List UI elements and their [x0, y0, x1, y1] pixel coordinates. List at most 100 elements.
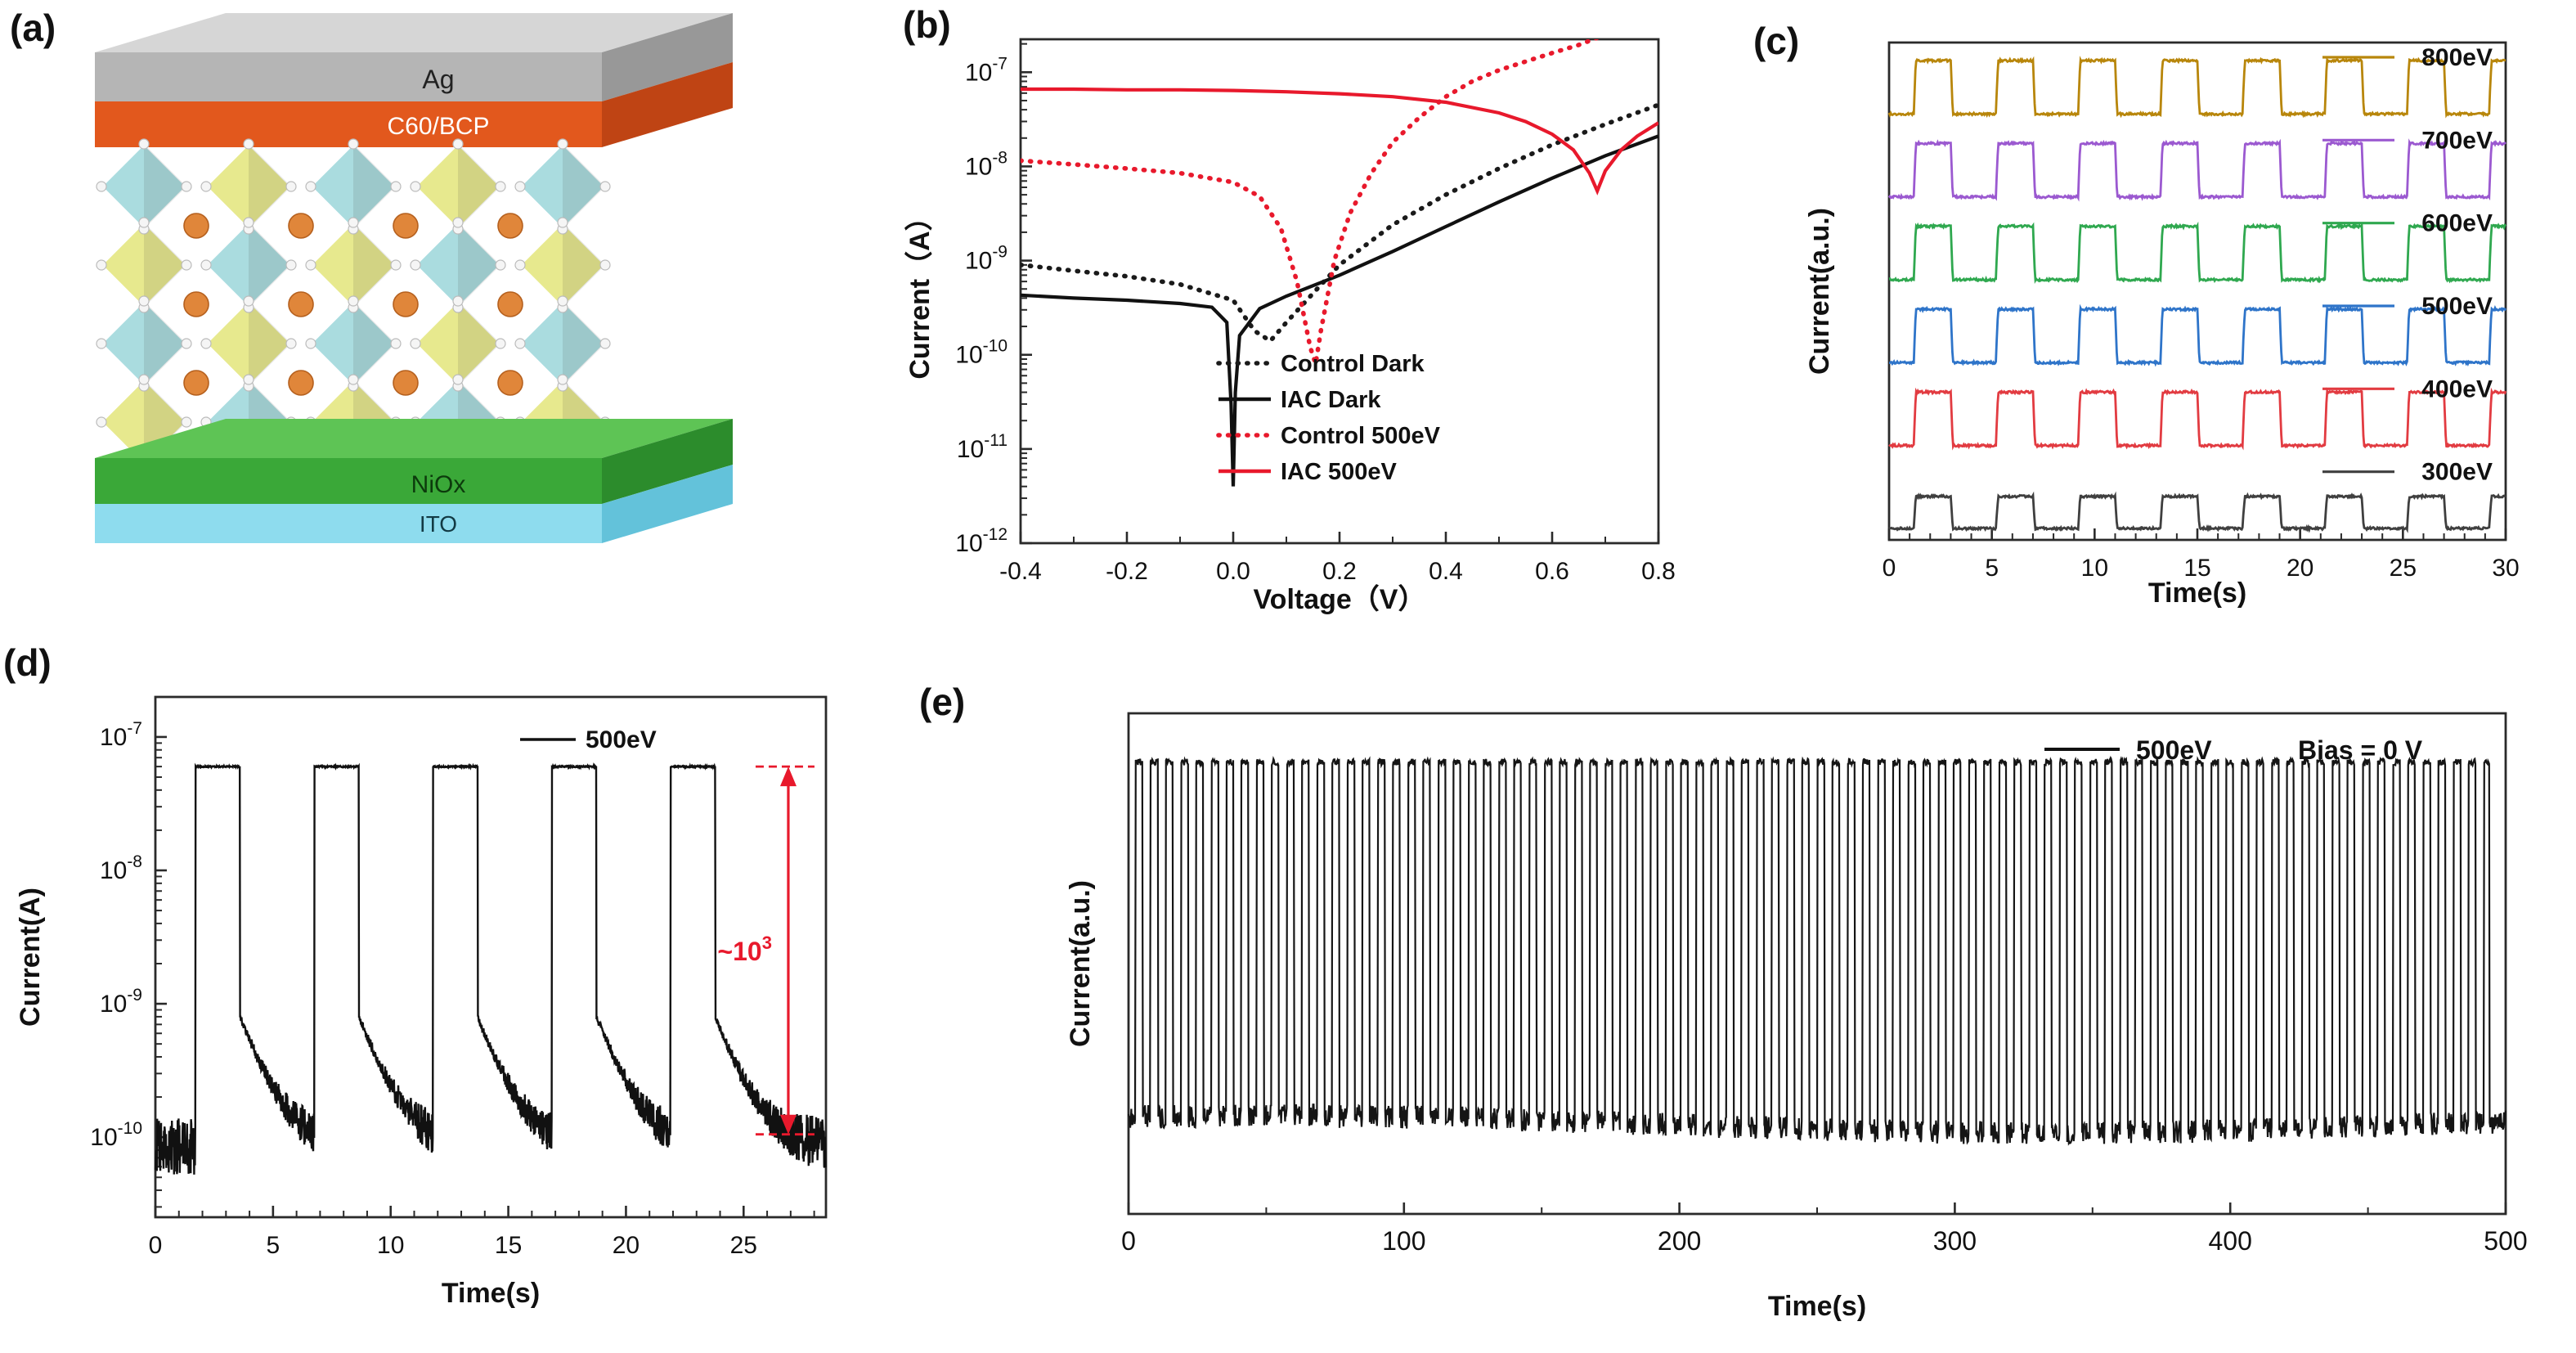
vertex-sphere	[243, 374, 254, 385]
y-tick-label: 10-10	[90, 1119, 142, 1151]
ito-layer-front	[95, 504, 602, 543]
vertex-sphere	[181, 338, 192, 349]
niox-label: NiOx	[411, 471, 466, 498]
vertex-sphere	[410, 181, 421, 192]
niox-layer-top	[95, 419, 733, 458]
vertex-sphere	[243, 217, 254, 228]
octahedron-shade	[458, 144, 500, 229]
vertex-sphere	[181, 181, 192, 192]
vertex-sphere	[599, 181, 611, 192]
legend-label: 700eV	[2421, 127, 2493, 154]
arrowhead-down	[779, 1114, 797, 1135]
y-axis-label: Current（A）	[904, 203, 936, 379]
vertex-sphere	[390, 181, 402, 192]
x-tick-label: 5	[1985, 555, 1999, 582]
x-tick-label: 100	[1382, 1226, 1425, 1256]
cation-sphere	[183, 370, 209, 396]
octahedron-shade	[563, 223, 605, 308]
vertex-sphere	[410, 259, 421, 271]
x-axis-label: Voltage（V）	[1254, 583, 1426, 615]
y-axis-label: Current(a.u.)	[1065, 880, 1096, 1047]
x-tick-label: 300	[1933, 1226, 1977, 1256]
panel-b-label: (b)	[903, 3, 951, 46]
cation-sphere	[183, 213, 209, 239]
cation-sphere	[183, 291, 209, 317]
legend-label: IAC 500eV	[1281, 459, 1398, 485]
vertex-sphere	[410, 338, 421, 349]
c60-bcp-layer-side	[602, 62, 733, 147]
vertex-sphere	[452, 295, 464, 307]
octahedron-shade	[563, 144, 605, 229]
vertex-sphere	[452, 138, 464, 150]
x-tick-label: 15	[495, 1232, 522, 1259]
ito-label: ITO	[420, 511, 457, 537]
cation-sphere	[393, 370, 419, 396]
legend-label: 500eV	[2421, 293, 2493, 320]
panel-d-chart: 0 5 10 15 20 25 10-10 10-9 10-8 10-7 500eV ~103 Time…	[15, 695, 828, 1309]
vertex-sphere	[348, 374, 359, 385]
panel-b-chart: -0.4 -0.2 0.0 0.2 0.4 0.6 0.8 10-12 10-11 10-10 10…	[904, 38, 1676, 615]
y-axis-label: Current(A)	[15, 888, 46, 1027]
x-tick-label: 400	[2209, 1226, 2252, 1256]
panel-a-schematic: Ag C60/BCP NiOx ITO	[95, 13, 733, 543]
y-tick-label: 10-9	[100, 986, 142, 1018]
vertex-sphere	[348, 138, 359, 150]
arrowhead-up	[779, 766, 797, 787]
vertex-sphere	[285, 181, 297, 192]
trace-600ev	[1888, 221, 2506, 285]
vertex-sphere	[557, 295, 568, 307]
ito-layer-side	[602, 465, 733, 543]
x-axis-label: Time(s)	[1768, 1291, 1866, 1322]
cation-sphere	[393, 291, 419, 317]
series-group	[1021, 39, 1658, 487]
trace-400ev	[1888, 387, 2507, 451]
x-tick-label: 200	[1658, 1226, 1701, 1256]
y-tick-label: 10-8	[100, 852, 142, 884]
vertex-sphere	[243, 295, 254, 307]
x-tick-label: 20	[613, 1232, 640, 1259]
x-tick-label: 500	[2484, 1226, 2527, 1256]
octahedron-shade	[458, 223, 500, 308]
x-tick-label: 10	[2081, 555, 2108, 582]
y-tick-label: 10-12	[955, 525, 1008, 557]
vertex-sphere	[557, 217, 568, 228]
vertex-sphere	[285, 259, 297, 271]
vertex-sphere	[138, 217, 150, 228]
legend-bias-label: Bias = 0 V	[2298, 735, 2423, 765]
vertex-sphere	[599, 259, 611, 271]
panel-e-chart: 0 100 200 300 400 500 500eV Bias = 0 V Time(s) Cu…	[1065, 712, 2528, 1322]
legend-label: Control 500eV	[1281, 423, 1441, 449]
legend-label: Control Dark	[1281, 351, 1425, 377]
vertex-sphere	[200, 259, 212, 271]
octahedron-shade	[353, 223, 396, 308]
cation-sphere	[497, 370, 523, 396]
legend-label: 500eV	[586, 726, 657, 753]
x-tick-label: 30	[2492, 555, 2519, 582]
vertex-sphere	[138, 138, 150, 150]
ag-layer-side	[602, 13, 733, 101]
y-tick-label: 10-10	[955, 337, 1008, 369]
ratio-annotation: ~103	[717, 933, 772, 966]
niox-layer-front	[95, 458, 602, 504]
vertex-sphere	[285, 338, 297, 349]
vertex-sphere	[514, 181, 526, 192]
trace-500ev	[154, 762, 827, 1175]
vertex-sphere	[495, 338, 506, 349]
vertex-sphere	[96, 181, 107, 192]
vertex-sphere	[495, 181, 506, 192]
vertex-sphere	[305, 181, 316, 192]
y-tick-label: 10-7	[965, 54, 1008, 86]
y-tick-label: 10-9	[965, 243, 1008, 275]
x-tick-label: 0.0	[1216, 558, 1250, 585]
x-axis-label: Time(s)	[442, 1278, 540, 1309]
vertex-sphere	[181, 259, 192, 271]
vertex-sphere	[138, 295, 150, 307]
vertex-sphere	[305, 338, 316, 349]
cation-sphere	[393, 213, 419, 239]
series-iac-dark	[1021, 134, 1658, 487]
x-tick-label: 0.2	[1322, 558, 1357, 585]
vertex-sphere	[181, 416, 192, 428]
x-tick-label: 15	[2183, 555, 2210, 582]
c60-bcp-label: C60/BCP	[387, 113, 489, 140]
